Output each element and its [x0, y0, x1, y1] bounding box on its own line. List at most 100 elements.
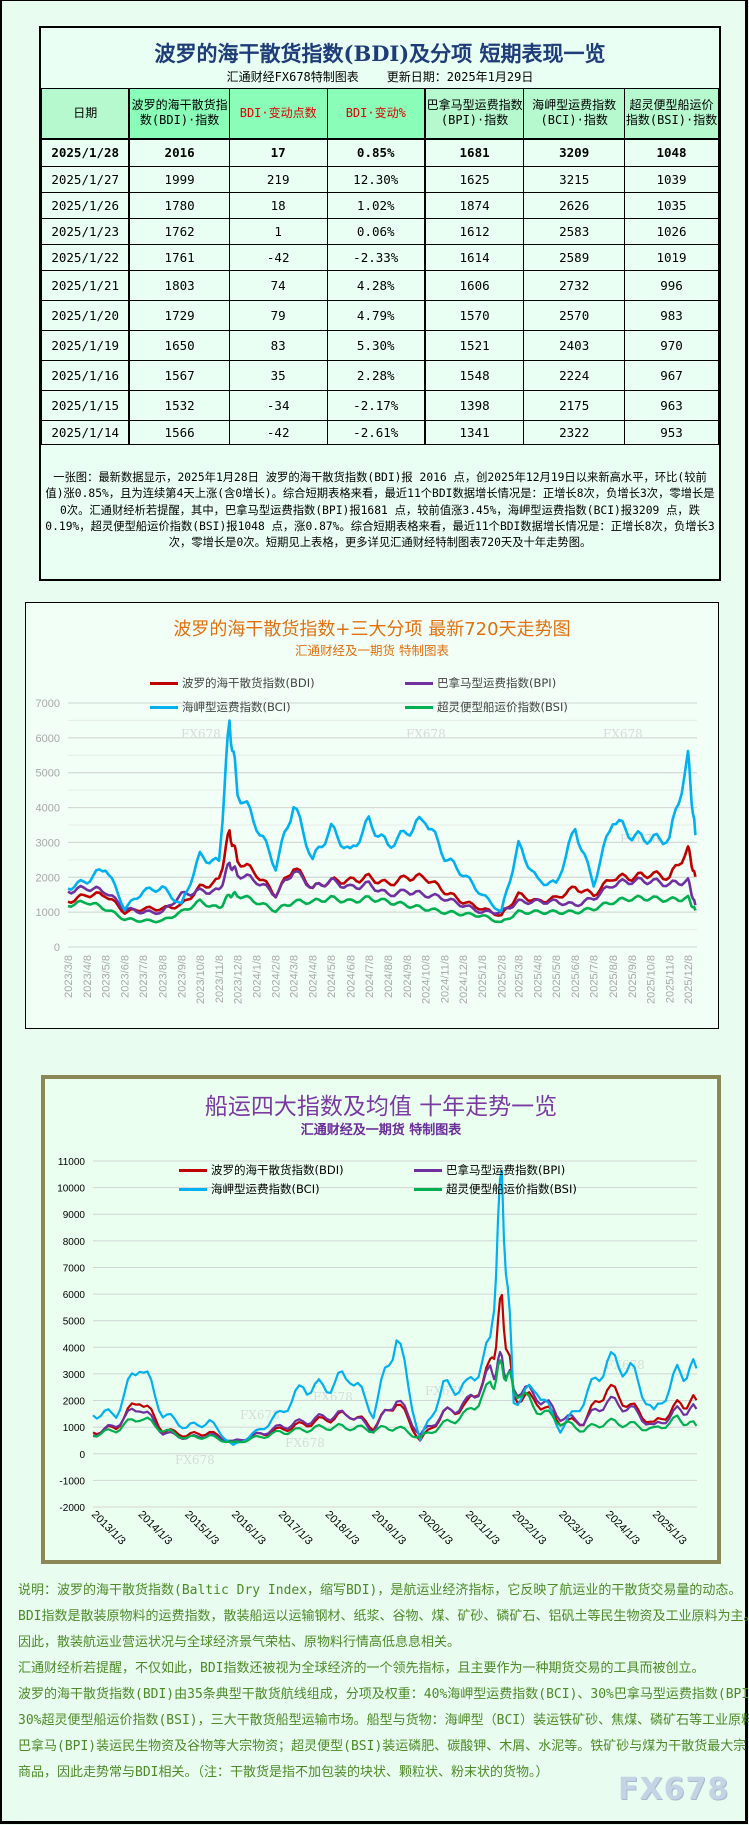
watermark: FX678 [313, 1390, 353, 1404]
description-line: BDI指数是散装原物料的运费指数，散装船运以运输钢材、纸浆、谷物、煤、矿砂、磷矿… [18, 1609, 749, 1624]
x-tick-label: 2025/5/8 [551, 955, 563, 998]
chart-ten-year: -2000 -1000 0 1000 2000 3000 4000 5000 6000 7000 8… [41, 1075, 721, 1564]
watermark: FX678 [406, 727, 446, 741]
header-bdi: 波罗的海干散货指数(BDI)·指数 [128, 88, 230, 140]
series-line-bci [67, 719, 697, 913]
description-line: 商品，因此走势常与BDI相关。（注：干散货是指不加包装的块状、颗粒状、粉末状的货… [18, 1765, 549, 1780]
table-cell: 1 [228, 218, 328, 245]
table-cell: 17 [228, 138, 328, 167]
table-cell: 1681 [424, 138, 525, 167]
table-cell: 2.28% [326, 360, 426, 391]
table-row: 2025/1/19 1650 83 5.30% 1521 2403 970 [41, 330, 719, 361]
watermark: FX678 [285, 1436, 325, 1450]
description-line: 巴拿马(BPI)装运民生物资及谷物等大宗物资；超灵便型(BSI)装运磷肥、碳酸钾… [18, 1739, 747, 1754]
fx678-logo: FX678 [618, 1772, 730, 1807]
y-tick-label: 3000 [63, 1370, 86, 1381]
y-tick-label: 2000 [36, 872, 60, 884]
y-tick-label: 2000 [63, 1397, 86, 1408]
table-cell: 2025/1/22 [41, 244, 131, 271]
header-bpi: 巴拿马型运费指数(BPI)·指数 [424, 88, 525, 140]
table-row: 2025/1/15 1532 -34 -2.17% 1398 2175 963 [41, 390, 719, 421]
y-tick-label: 6000 [63, 1290, 86, 1301]
table-cell: 996 [624, 270, 719, 301]
table-cell: 2626 [523, 192, 626, 219]
legend-label: 超灵便型船运价指数(BSI) [437, 700, 568, 714]
table-row: 2025/1/21 1803 74 4.28% 1606 2732 996 [41, 270, 719, 301]
chart1-title: 波罗的海干散货指数+三大分项 最新720天走势图 [173, 619, 571, 640]
table-cell: 1570 [424, 300, 525, 331]
table-cell: 983 [624, 300, 719, 331]
y-tick-label: 9000 [63, 1210, 86, 1221]
x-tick-label: 2024/3/8 [289, 955, 301, 998]
x-tick-label: 2024/10/8 [420, 955, 432, 1004]
y-tick-label: 7000 [36, 698, 60, 710]
description-line: 30%超灵便型船运价指数(BSI)，三大干散货船型运输市场。船型与货物：海岬型（… [18, 1713, 749, 1728]
chart2-subtitle: 汇通财经及一期货 特制图表 [300, 1123, 462, 1138]
y-tick-label: 0 [79, 1450, 85, 1461]
chart1-subtitle: 汇通财经及一期货 特制图表 [295, 643, 449, 658]
x-tick-label: 2023/11/8 [214, 955, 226, 1003]
table-cell: 2583 [523, 218, 626, 245]
x-tick-label: 2025/2/8 [496, 955, 508, 998]
header-date: 日期 [41, 88, 131, 140]
table-cell: 2025/1/14 [41, 420, 131, 445]
legend-label: 超灵便型船运价指数(BSI) [446, 1182, 577, 1196]
y-tick-label: 5000 [63, 1317, 86, 1328]
table-cell: 1341 [424, 420, 525, 445]
chart-720-day-plot: 0 1000 2000 3000 4000 5000 6000 7000 FX678 FX678 F… [36, 698, 697, 1004]
table-cell: 12.30% [326, 166, 426, 193]
y-tick-label: 1000 [63, 1423, 86, 1434]
legend-swatch [179, 1168, 207, 1172]
table-cell: 1567 [128, 360, 230, 391]
x-tick-label: 2020/1/3 [416, 1509, 455, 1548]
table-cell: -42 [228, 244, 328, 271]
table-cell: 2322 [523, 420, 626, 445]
table-cell: 35 [228, 360, 328, 391]
y-tick-label: 8000 [63, 1237, 86, 1248]
legend-swatch [405, 705, 433, 709]
table-row: 2025/1/28 2016 17 0.85% 1681 3209 1048 [41, 138, 719, 167]
y-tick-label: 6000 [36, 733, 60, 745]
table-cell: 0.85% [326, 138, 426, 167]
series-line-bsi [67, 890, 697, 924]
table-cell: 1729 [128, 300, 230, 331]
table-cell: 3209 [523, 138, 626, 167]
update-date: 更新日期：2025年1月29日 [386, 70, 534, 84]
table-cell: 1532 [128, 390, 230, 421]
table-cell: 2025/1/16 [41, 360, 131, 391]
description-line: 说明：波罗的海干散货指数(Baltic Dry Index，缩写BDI)，是航运… [18, 1583, 742, 1598]
table-cell: 1803 [128, 270, 230, 301]
x-tick-label: 2023/8/8 [157, 955, 169, 998]
y-tick-label: -1000 [59, 1476, 85, 1487]
table-title: 波罗的海干散货指数(BDI)及分项 短期表现一览 [154, 41, 606, 66]
table-cell: 83 [228, 330, 328, 361]
table-cell: 219 [228, 166, 328, 193]
header-bsi: 超灵便型船运价指数(BSI)·指数 [624, 88, 719, 140]
x-tick-label: 2024/8/8 [383, 955, 395, 998]
x-tick-label: 2025/1/8 [477, 955, 489, 998]
table-cell: 1614 [424, 244, 525, 271]
x-tick-label: 2024/12/8 [458, 955, 470, 1004]
table-cell: 1039 [624, 166, 719, 193]
legend-bsi: 超灵便型船运价指数(BSI) [414, 1181, 577, 1197]
header-bci: 海岬型运费指数(BCI)·指数 [523, 88, 626, 140]
table-cell: 1780 [128, 192, 230, 219]
x-tick-label: 2023/1/3 [556, 1509, 595, 1548]
table-row: 2025/1/23 1762 1 0.06% 1612 2583 1026 [41, 218, 719, 245]
x-tick-label: 2024/7/8 [364, 955, 376, 998]
table-cell: 2403 [523, 330, 626, 361]
series-line-bci [92, 1169, 698, 1446]
x-tick-label: 2025/11/8 [665, 955, 677, 1003]
y-tick-label: 3000 [36, 837, 60, 849]
table-cell: 18 [228, 192, 328, 219]
description-line: 因此，散装航运业营运状况与全球经济景气荣枯、原物料行情高低息息相关。 [18, 1635, 461, 1650]
description-line: 汇通财经析若提醒，不仅如此，BDI指数还被视为全球经济的一个领先指标，且主要作为… [18, 1661, 705, 1676]
table-row: 2025/1/20 1729 79 4.79% 1570 2570 983 [41, 300, 719, 331]
y-tick-label: 1000 [36, 907, 60, 919]
x-tick-label: 2019/1/3 [369, 1509, 408, 1548]
table-cell: 953 [624, 420, 719, 445]
table-cell: -2.17% [326, 390, 426, 421]
table-subtitle: 汇通财经FX678特制图表 更新日期：2025年1月29日 [41, 68, 719, 85]
table-cell: 1048 [624, 138, 719, 167]
series-line-bdi [92, 1293, 698, 1444]
